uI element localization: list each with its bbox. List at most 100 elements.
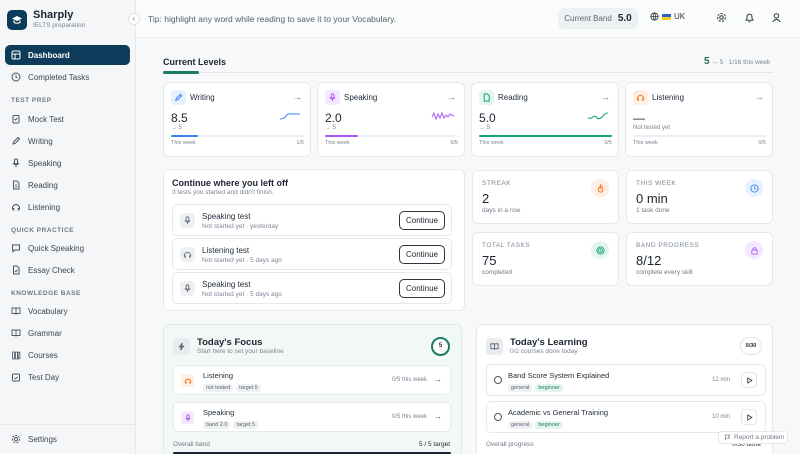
app-subtitle: IELTS preparation (33, 22, 86, 29)
course-duration: 12 min (711, 377, 730, 383)
stat-value: 8/12 (636, 253, 662, 268)
nav-listening[interactable]: Listening (5, 197, 130, 217)
learning-title: Today's Learning (510, 337, 588, 348)
course-row[interactable]: Academic vs General Training general begi… (486, 401, 766, 433)
notifications-button[interactable] (744, 12, 755, 25)
nav-writing[interactable]: Writing (5, 131, 130, 151)
document-icon (13, 180, 20, 190)
overall-progress-value: 0/30 done (732, 441, 761, 448)
nav-courses[interactable]: Courses (5, 345, 130, 365)
skill-card-listening[interactable]: Listening → — Not tested yet This week 0/… (625, 82, 773, 157)
nav-grammar[interactable]: Grammar (5, 323, 130, 343)
week-count: 0/5 (450, 140, 458, 146)
nav-mock-test[interactable]: Mock Test (5, 109, 130, 129)
unfinished-test-row[interactable]: Speaking test Not started yet · 5 days a… (172, 272, 452, 304)
focus-item-speaking[interactable]: Speaking band 2.0 target 5 0/5 this week … (173, 402, 451, 432)
skill-card-writing[interactable]: Writing → 8.5 → 5 This week 1/5 (163, 82, 311, 157)
course-checkbox[interactable] (494, 376, 502, 384)
top-bar (136, 0, 800, 38)
brand[interactable]: Sharply IELTS preparation (7, 9, 85, 30)
levels-summary: 5 → 5 1/16 this week (704, 56, 770, 67)
arrow-right-icon: → (434, 375, 442, 384)
sparkline (279, 113, 300, 120)
focus-progress-ring (431, 337, 450, 356)
focus-tag: not tested (203, 384, 234, 392)
nav-vocabulary-label: Vocabulary (28, 306, 68, 316)
week-label: This week (171, 140, 196, 146)
skill-progress-track (479, 135, 612, 137)
skill-name: Writing (190, 93, 215, 102)
flame-icon (591, 179, 609, 197)
continue-button[interactable]: Continue (399, 211, 445, 230)
book-open-icon (486, 338, 503, 355)
nav-speaking[interactable]: Speaking (5, 153, 130, 173)
learning-subtitle: 0/2 courses done today (510, 348, 578, 355)
unfinished-test-row[interactable]: Listening test Not started yet · 5 days … (172, 238, 452, 270)
stat-label: THIS WEEK (636, 180, 677, 187)
arrow-right-icon: → (447, 92, 456, 102)
continue-title: Continue where you left off (172, 178, 288, 188)
focus-tag: target 5 (233, 421, 259, 429)
play-button[interactable] (741, 372, 757, 388)
focus-week-count: 0/5 this week (391, 377, 427, 383)
settings-gear-icon (716, 12, 727, 23)
language-selector[interactable]: UK (650, 12, 685, 21)
mic-icon (180, 281, 195, 296)
stat-label: STREAK (482, 180, 512, 187)
weekly-count: 1/16 this week (728, 59, 771, 66)
report-problem-button[interactable]: Report a problem (718, 431, 788, 444)
current-band-label: Current Band (564, 14, 612, 23)
gear-icon (11, 434, 21, 444)
section-quick-practice: QUICK PRACTICE (11, 227, 74, 234)
nav-essay-check[interactable]: Essay Check (5, 260, 130, 280)
stat-card-streak: STREAK 2 days in a row (472, 170, 619, 224)
course-checkbox[interactable] (494, 413, 502, 421)
stat-sub: days in a row (482, 207, 521, 214)
chat-icon (12, 244, 20, 253)
continue-button[interactable]: Continue (399, 245, 445, 264)
test-status: Not started yet · 5 days ago (202, 257, 282, 264)
focus-item-listening[interactable]: Listening not tested target 5 0/5 this we… (173, 365, 451, 395)
skill-target: Not tested yet (633, 125, 671, 131)
skill-value: — (633, 111, 645, 125)
settings-icon-button[interactable] (716, 12, 727, 25)
nav-settings[interactable]: Settings (5, 429, 130, 449)
nav-dashboard[interactable]: Dashboard (5, 45, 130, 65)
lock-icon (745, 241, 763, 259)
profile-button[interactable] (771, 12, 782, 25)
nav-completed-label: Completed Tasks (28, 72, 90, 82)
unfinished-test-row[interactable]: Speaking test Not started yet · yesterda… (172, 204, 452, 236)
continue-button[interactable]: Continue (399, 279, 445, 298)
skill-progress-fill (479, 135, 612, 137)
focus-subtitle: Start here to set your baseline (197, 348, 284, 355)
nav-test-day[interactable]: Test Day (5, 367, 130, 387)
arrow-right-icon: → (755, 92, 764, 102)
stat-sub: completed (482, 269, 512, 276)
nav-listening-label: Listening (28, 202, 61, 212)
test-status: Not started yet · yesterday (202, 223, 279, 230)
nav-completed-tasks[interactable]: Completed Tasks (5, 67, 130, 87)
current-levels-title: Current Levels (163, 57, 227, 67)
nav-reading[interactable]: Reading (5, 175, 130, 195)
clipboard-icon (12, 115, 20, 124)
current-band-badge[interactable]: Current Band 5.0 (558, 8, 638, 29)
nav-vocabulary[interactable]: Vocabulary (5, 301, 130, 321)
skill-progress-fill (171, 135, 198, 137)
skill-name: Speaking (344, 93, 378, 102)
skill-progress-track (325, 135, 458, 137)
course-tag: beginner (535, 384, 563, 392)
collapse-sidebar-button[interactable]: ‹ (128, 13, 140, 25)
nav-quick-speaking[interactable]: Quick Speaking (5, 238, 130, 258)
sparkline (587, 112, 609, 120)
week-count: 0/5 (758, 140, 766, 146)
skill-card-speaking[interactable]: Speaking → 2.0 → 5 This week 0/5 (317, 82, 465, 157)
course-row[interactable]: Band Score System Explained general begin… (486, 364, 766, 396)
play-button[interactable] (741, 409, 757, 425)
overall-band-bar (173, 452, 451, 454)
lightning-icon (173, 338, 190, 355)
sparkline (431, 111, 455, 121)
skill-card-reading[interactable]: Reading → 5.0 → 5 This week 0/5 (471, 82, 619, 157)
skill-target: → 5 (171, 125, 183, 131)
mic-icon (12, 158, 20, 167)
headphones-icon (12, 204, 20, 211)
